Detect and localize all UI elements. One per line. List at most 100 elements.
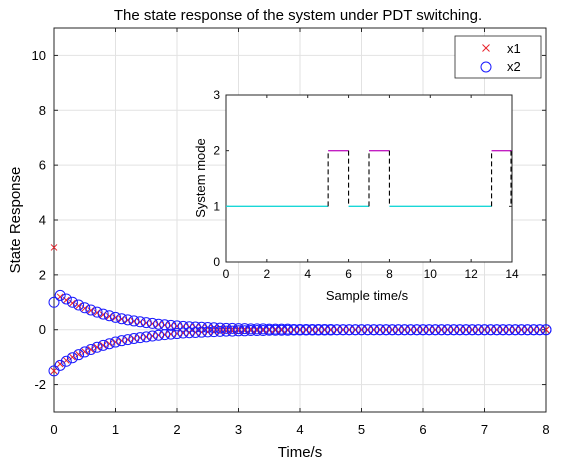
data-point-x2 [208,326,220,338]
x-marker-stroke [161,331,169,339]
data-point-x2 [165,328,177,340]
data-point-x2 [349,324,361,336]
data-point-x2 [466,324,478,336]
data-point-x2 [60,293,72,305]
data-point-x2 [146,317,158,329]
data-point-x2 [233,325,244,337]
data-point-x2 [337,324,349,336]
inset-y-tick-label: 3 [213,88,220,102]
x-marker-stroke [75,351,82,358]
x-marker-stroke [155,331,162,339]
x-marker-stroke [81,348,89,356]
data-point-x2 [368,324,380,336]
x-tick-label: 2 [173,422,180,437]
data-point-x2 [128,315,140,327]
data-point-x1 [81,304,89,312]
data-point-x2 [417,324,429,336]
data-point-x2 [528,324,540,336]
data-point-x2 [411,324,423,336]
inset-y-tick-label: 1 [213,199,220,213]
inset-x-tick-label: 12 [464,267,478,281]
x-marker-stroke [99,341,107,349]
data-point-x1 [93,343,101,351]
y-tick-label: 0 [39,322,46,337]
x-tick-label: 1 [112,422,119,437]
legend-x2-symbol [480,61,492,73]
data-point-x1 [87,307,95,314]
data-point-x2 [448,324,460,336]
y-tick-label: 2 [39,267,46,282]
data-point-x2 [405,324,417,336]
legend-x1-label: x1 [507,41,521,56]
data-point-x2 [460,324,472,336]
legend-x1-symbol [482,44,490,52]
x-tick-label: 4 [296,422,303,437]
x-marker-stroke [216,328,224,335]
data-point-x2 [146,330,158,342]
data-point-x2 [54,289,66,301]
data-point-x2 [429,324,441,336]
x-marker-stroke [124,336,132,343]
data-point-x2 [503,324,515,336]
data-point-x1 [50,244,58,251]
x-marker-stroke [81,304,89,312]
data-point-x2 [97,339,109,351]
x-marker-stroke [136,334,144,342]
y-tick-label: 10 [32,48,46,63]
x-tick-label: 3 [235,422,242,437]
inset-x-tick-label: 4 [304,267,311,281]
x-marker-stroke [87,346,95,353]
x-marker-stroke [179,329,187,337]
legend-x1-marker [482,44,490,52]
data-point-x2 [472,324,484,336]
inset-y-axis-title: System mode [193,138,208,217]
data-point-x2 [73,299,85,311]
data-point-x2 [300,324,312,336]
data-point-x2 [103,338,115,350]
data-point-x2 [374,324,386,336]
data-point-x2 [91,341,103,353]
data-point-x2 [208,322,220,334]
data-point-x2 [60,355,72,367]
data-point-x2 [122,314,134,326]
data-point-x1 [75,351,82,358]
x-marker-stroke [87,307,95,314]
x-marker-stroke [210,328,218,335]
data-point-x2 [171,328,183,340]
data-point-x2 [202,326,214,338]
inset-x-tick-label: 14 [505,267,519,281]
data-point-x2 [110,336,121,348]
x-marker-stroke [198,328,205,336]
data-point-x2 [306,324,318,336]
data-point-x2 [79,346,91,358]
inset-y-tick-label: 0 [213,255,220,269]
data-point-x2 [66,352,78,364]
inset-x-tick-label: 0 [223,267,230,281]
data-point-x2 [97,308,109,320]
data-point-x2 [343,324,355,336]
data-point-x2 [454,324,466,336]
data-point-x2 [540,324,552,336]
x-marker-stroke [185,329,193,337]
data-point-x2 [220,325,232,337]
data-point-x1 [81,348,89,356]
data-point-x2 [214,325,226,337]
data-point-x2 [220,322,232,334]
inset-x-axis-title: Sample time/s [326,288,409,303]
data-point-x2 [122,334,134,346]
data-point-x2 [128,332,140,344]
inset-marks [226,150,512,207]
data-point-x2 [522,324,534,336]
data-point-x1 [75,302,82,310]
data-point-x2 [159,329,171,341]
data-point-x2 [183,327,195,339]
data-point-x2 [276,324,288,336]
data-point-x2 [171,320,183,332]
data-point-x2 [263,324,275,336]
data-point-x2 [435,324,447,336]
data-point-x2 [386,324,398,336]
data-point-x2 [245,325,257,337]
data-point-x2 [380,324,392,336]
